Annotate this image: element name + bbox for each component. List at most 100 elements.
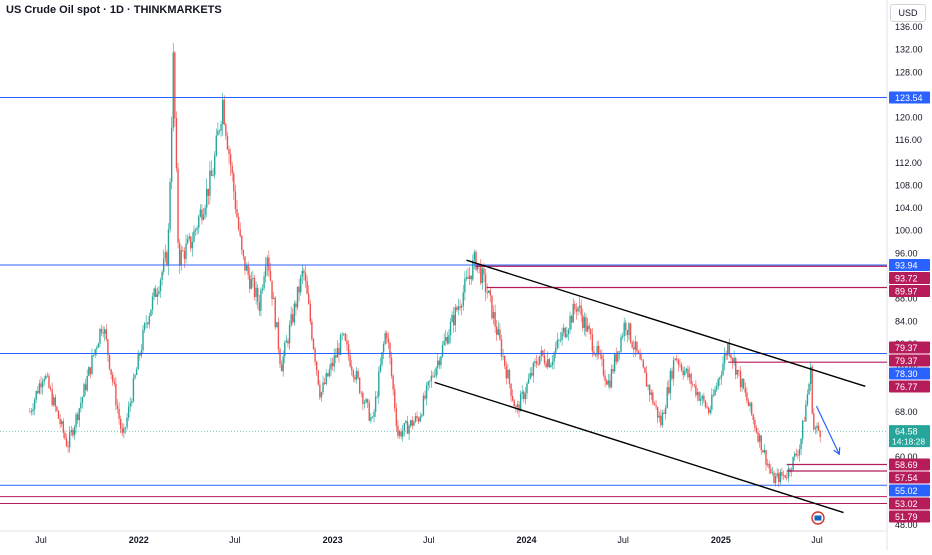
candle-body (335, 355, 337, 358)
price-label-tag[interactable] (889, 259, 930, 272)
candle-body (674, 358, 676, 361)
candle-body (508, 369, 511, 384)
candle-body (41, 381, 44, 388)
candle-body (91, 355, 93, 374)
candle-body (728, 344, 731, 355)
candle-body (304, 272, 307, 281)
candle-body (779, 471, 782, 483)
price-label-tag[interactable] (889, 471, 930, 484)
candle-body (617, 351, 619, 362)
candle-body (424, 395, 426, 399)
candle-body (373, 411, 375, 417)
candle-body (102, 332, 104, 334)
candle-body (709, 409, 711, 413)
price-label-tag[interactable] (889, 367, 930, 380)
candle-body (551, 361, 554, 366)
projection-arrow[interactable] (815, 405, 840, 455)
price-label-tag[interactable] (889, 497, 930, 510)
candle-body (261, 288, 264, 291)
candle-body (752, 414, 754, 421)
candle-body (511, 396, 514, 401)
candle-body (218, 130, 221, 132)
candle-body (409, 420, 412, 426)
currency-button[interactable]: USD (890, 4, 926, 22)
candle-body (239, 229, 241, 236)
candle-body (233, 173, 235, 192)
candle-body (178, 242, 181, 266)
candle-body (456, 307, 458, 310)
channel-trendline[interactable] (466, 259, 866, 388)
y-tick-label: 76.00 (895, 362, 918, 372)
candle-body (813, 413, 815, 430)
price-label-text: 93.94 (895, 261, 918, 271)
candle-body (155, 288, 157, 297)
candle-body (237, 217, 240, 230)
candle-body (406, 420, 409, 434)
candle-body (806, 394, 809, 405)
candle-body (459, 306, 461, 308)
candle-body (588, 325, 590, 330)
candle-body (124, 427, 127, 429)
y-tick-label: 84.00 (895, 316, 918, 326)
candle-body (489, 290, 492, 296)
candle-body (491, 295, 493, 319)
y-tick-label: 88.00 (895, 294, 918, 304)
candle-body (177, 168, 179, 243)
candle-body (194, 229, 197, 232)
candle-body (221, 99, 224, 125)
price-label-tag[interactable] (889, 484, 930, 497)
candle-body (72, 430, 74, 436)
candle-body (570, 315, 573, 323)
y-tick-label: 128.00 (895, 67, 923, 77)
candle-body (488, 290, 490, 293)
candle-body (358, 377, 361, 393)
candle-body (582, 315, 584, 328)
candle-body (250, 278, 253, 289)
candle-body (330, 362, 332, 370)
candle-body (623, 322, 625, 336)
candle-body (62, 421, 65, 433)
candle-body (325, 373, 327, 385)
candle-body (269, 270, 272, 281)
candle-body (567, 329, 570, 335)
candle-body (475, 252, 477, 270)
candle-body (279, 349, 281, 365)
candle-body (400, 431, 402, 437)
candle-body (774, 476, 777, 484)
candle-body (276, 322, 278, 328)
candle-body (762, 450, 764, 453)
candle-body (707, 407, 710, 413)
candle-body (647, 385, 649, 387)
price-label-tag[interactable] (889, 425, 930, 448)
candle-body (572, 303, 574, 323)
candle-body (280, 364, 283, 372)
price-label-tag[interactable] (889, 285, 930, 298)
price-label-tag[interactable] (889, 510, 930, 523)
candle-body (123, 427, 125, 433)
candle-body (180, 250, 182, 266)
price-label-tag[interactable] (889, 458, 930, 471)
candle-body (126, 417, 128, 428)
candle-body (733, 358, 735, 362)
channel-trendline[interactable] (434, 381, 844, 514)
price-label-tag[interactable] (889, 354, 930, 367)
price-label-tag[interactable] (889, 341, 930, 354)
candle-body (599, 354, 601, 356)
candle-body (94, 349, 96, 356)
candle-body (170, 127, 173, 182)
candle-body (795, 453, 797, 456)
candle-body (746, 392, 748, 401)
price-label-tag[interactable] (889, 380, 930, 393)
price-label-tag[interactable] (889, 91, 930, 104)
x-tick-label: Jul (229, 535, 241, 545)
candle-body (61, 421, 63, 425)
price-label-tag[interactable] (889, 272, 930, 285)
candles[interactable] (29, 43, 821, 488)
candle-body (698, 392, 700, 401)
candle-body (193, 231, 195, 243)
candle-body (322, 382, 324, 392)
candle-body (613, 354, 616, 372)
candle-body (757, 432, 759, 442)
